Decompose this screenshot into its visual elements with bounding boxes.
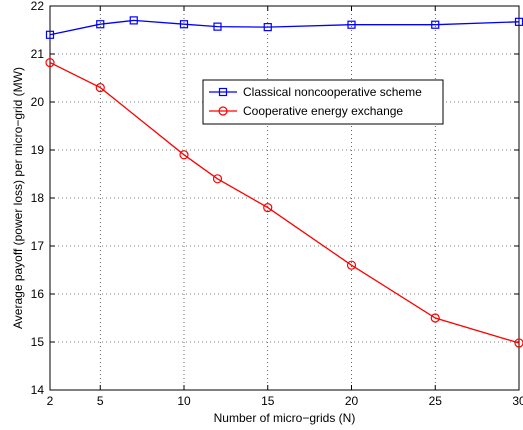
x-tick-label: 15 bbox=[261, 394, 275, 408]
data-point bbox=[45, 58, 55, 68]
y-tick-label: 21 bbox=[31, 47, 45, 61]
y-tick-label: 14 bbox=[31, 383, 45, 397]
legend-label: Cooperative energy exchange bbox=[243, 104, 403, 118]
data-point bbox=[129, 16, 138, 25]
y-tick-label: 18 bbox=[31, 191, 45, 205]
legend-entry: Classical noncooperative scheme bbox=[209, 85, 422, 99]
legend-label: Classical noncooperative scheme bbox=[243, 85, 422, 99]
x-tick-label: 25 bbox=[429, 394, 443, 408]
y-tick-label: 16 bbox=[31, 287, 45, 301]
data-point bbox=[95, 82, 105, 93]
legend-box bbox=[202, 79, 444, 125]
series-line bbox=[49, 19, 520, 36]
data-point bbox=[45, 30, 55, 39]
y-tick-label: 22 bbox=[31, 0, 45, 13]
data-point bbox=[96, 20, 105, 29]
legend-marker bbox=[218, 87, 228, 97]
data-point bbox=[263, 203, 273, 213]
legend-marker bbox=[218, 106, 228, 116]
x-tick-label: 20 bbox=[345, 394, 359, 408]
data-point bbox=[430, 313, 440, 323]
data-point bbox=[263, 23, 272, 32]
y-axis-label: Average payoff (power loss) per micro−gr… bbox=[11, 67, 25, 329]
legend-entry: Cooperative energy exchange bbox=[209, 104, 403, 118]
series-line bbox=[49, 62, 520, 344]
y-tick-label: 19 bbox=[31, 143, 45, 157]
legend-entries: Classical noncooperative scheme Cooperati… bbox=[209, 85, 422, 118]
series-lines bbox=[45, 16, 523, 348]
data-point bbox=[347, 20, 356, 29]
x-tick-label: 30 bbox=[512, 394, 523, 408]
plot-frame bbox=[49, 5, 520, 391]
x-tick-label: 5 bbox=[97, 394, 104, 408]
data-point bbox=[212, 174, 223, 184]
data-point bbox=[213, 22, 222, 31]
series-noncooperative bbox=[45, 16, 523, 39]
y-tick-label: 15 bbox=[31, 335, 45, 349]
series-cooperative bbox=[45, 58, 523, 348]
data-point bbox=[346, 260, 357, 270]
x-tick-label: 2 bbox=[47, 394, 54, 408]
x-tick-label: 10 bbox=[177, 394, 191, 408]
data-point bbox=[179, 150, 189, 160]
y-tick-label: 17 bbox=[31, 239, 45, 253]
grid-lines bbox=[50, 6, 519, 390]
y-tick-label: 20 bbox=[31, 95, 45, 109]
data-point bbox=[431, 20, 440, 29]
data-point bbox=[514, 338, 523, 348]
x-axis-label: Number of micro−grids (N) bbox=[214, 411, 356, 425]
legend: Classical noncooperative scheme Cooperati… bbox=[202, 79, 444, 125]
data-point bbox=[179, 20, 189, 29]
